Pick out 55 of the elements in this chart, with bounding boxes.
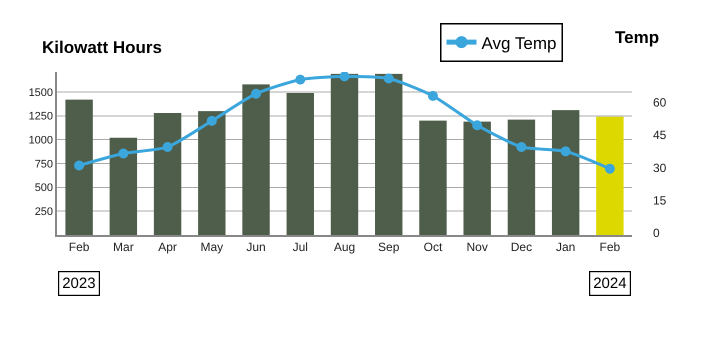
x-tick-label: Nov	[466, 240, 488, 254]
x-tick-label: Aug	[334, 240, 356, 254]
point	[74, 160, 84, 170]
bar	[508, 120, 536, 235]
legend-label: Avg Temp	[482, 34, 556, 53]
y-tick-label: 500	[34, 182, 54, 194]
x-tick-label: Jul	[292, 240, 308, 254]
y2-tick-label: 15	[653, 193, 667, 208]
point	[384, 74, 394, 84]
y-tick-label: 1500	[28, 86, 54, 99]
x-tick-label: Feb	[600, 240, 621, 254]
y-tick-label: 1250	[28, 110, 54, 123]
y-tick-label: 750	[34, 158, 54, 170]
y-axis-title: Kilowatt Hours	[42, 38, 162, 57]
point	[472, 120, 482, 130]
bar	[154, 112, 182, 235]
point	[295, 74, 306, 85]
point	[560, 146, 571, 156]
point	[604, 164, 615, 174]
x-tick-label: Oct	[424, 240, 443, 254]
x-tick-label: May	[200, 240, 224, 254]
x-tick-label: Dec	[510, 240, 532, 254]
text: 2023	[62, 275, 96, 292]
x-tick-label: Jan	[556, 240, 576, 254]
bar	[242, 84, 270, 235]
bar	[286, 92, 314, 235]
y-tick-label: 1000	[28, 134, 54, 147]
y2-tick-label: 30	[653, 160, 667, 175]
point	[118, 148, 128, 158]
bar	[419, 120, 447, 235]
bar	[596, 116, 624, 235]
bar	[198, 111, 226, 235]
bar	[552, 110, 580, 235]
point	[428, 90, 438, 101]
point	[251, 88, 262, 99]
point	[162, 142, 173, 152]
bar	[463, 122, 491, 235]
bar	[375, 74, 402, 235]
bar	[65, 100, 93, 235]
x-tick-label: Feb	[68, 240, 90, 254]
x-tick-label: Sep	[378, 240, 400, 254]
y2-axis-title: Temp	[615, 28, 660, 47]
x-tick-label: Apr	[158, 240, 177, 254]
point	[206, 116, 217, 126]
x-tick-label: Jun	[246, 240, 266, 254]
x-tick-label: Mar	[113, 240, 134, 254]
point	[516, 142, 526, 152]
y2-tick-label: 60	[653, 96, 667, 110]
y2-tick-label: 0	[653, 226, 660, 240]
y-tick-label: 250	[34, 206, 54, 218]
point	[340, 72, 350, 82]
bar	[110, 138, 138, 235]
bar	[330, 74, 358, 235]
y2-tick-label: 45	[653, 128, 667, 142]
text: 2024	[593, 275, 627, 292]
